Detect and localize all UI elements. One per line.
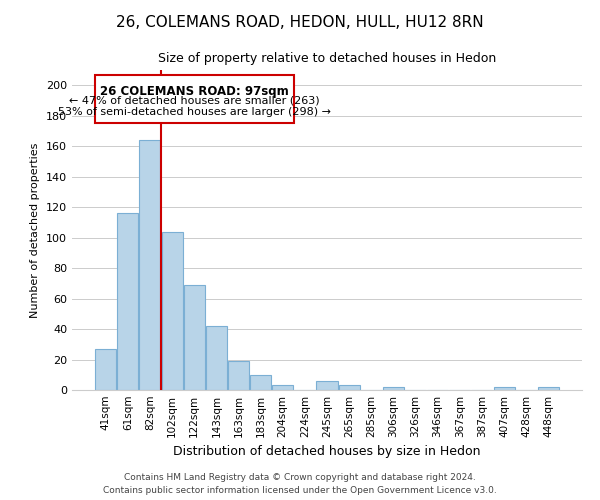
Bar (538, 387, 559, 390)
Text: 26 COLEMANS ROAD: 97sqm: 26 COLEMANS ROAD: 97sqm (100, 85, 289, 98)
Bar (272, 386, 293, 390)
X-axis label: Distribution of detached houses by size in Hedon: Distribution of detached houses by size … (173, 446, 481, 458)
Bar (206, 326, 227, 390)
Bar (139, 140, 160, 390)
Bar (184, 285, 205, 390)
Bar (95, 349, 116, 390)
Bar (316, 381, 338, 390)
Bar (250, 375, 271, 390)
Bar (494, 387, 515, 390)
Bar (95, 74, 294, 124)
Text: ← 47% of detached houses are smaller (263): ← 47% of detached houses are smaller (26… (69, 96, 320, 106)
Bar (338, 386, 359, 390)
Text: Contains HM Land Registry data © Crown copyright and database right 2024.
Contai: Contains HM Land Registry data © Crown c… (103, 474, 497, 495)
Title: Size of property relative to detached houses in Hedon: Size of property relative to detached ho… (158, 52, 496, 64)
Bar (383, 387, 404, 390)
Bar (228, 361, 249, 390)
Y-axis label: Number of detached properties: Number of detached properties (31, 142, 40, 318)
Text: 53% of semi-detached houses are larger (298) →: 53% of semi-detached houses are larger (… (58, 106, 331, 117)
Bar (118, 213, 139, 390)
Bar (161, 232, 182, 390)
Text: 26, COLEMANS ROAD, HEDON, HULL, HU12 8RN: 26, COLEMANS ROAD, HEDON, HULL, HU12 8RN (116, 15, 484, 30)
